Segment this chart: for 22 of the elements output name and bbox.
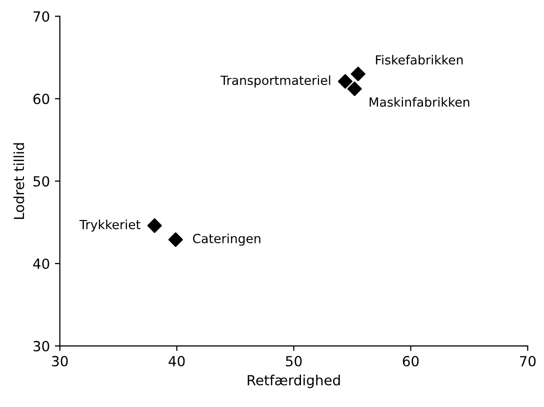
point bbox=[347, 82, 362, 96]
x-tick-label: 40 bbox=[168, 356, 185, 366]
annotation: Trykkeriet bbox=[79, 220, 140, 232]
point bbox=[338, 74, 353, 89]
annotation: Fiskefabrikken bbox=[376, 54, 463, 65]
x-tick-label: 30 bbox=[52, 356, 68, 366]
annotation: Maskinfabrikken bbox=[370, 97, 470, 107]
y-tick-label: 40 bbox=[33, 258, 50, 270]
x-tick-label: 50 bbox=[286, 356, 302, 366]
y-tick-label: 60 bbox=[33, 94, 50, 104]
y-tick-label: 30 bbox=[34, 340, 50, 352]
annotation: Cateringen bbox=[193, 234, 260, 246]
point bbox=[168, 232, 183, 247]
y-axis-title: Lodret tillid bbox=[13, 143, 24, 219]
y-tick-label: 70 bbox=[34, 11, 50, 22]
annotation: Transportmateriel bbox=[220, 75, 330, 88]
x-tick-label: 70 bbox=[520, 356, 536, 366]
y-tick-label: 50 bbox=[34, 176, 50, 187]
point bbox=[350, 66, 366, 82]
point bbox=[147, 218, 162, 233]
x-axis-title: Retfærdighed bbox=[248, 374, 340, 388]
x-tick-label: 60 bbox=[402, 356, 419, 366]
